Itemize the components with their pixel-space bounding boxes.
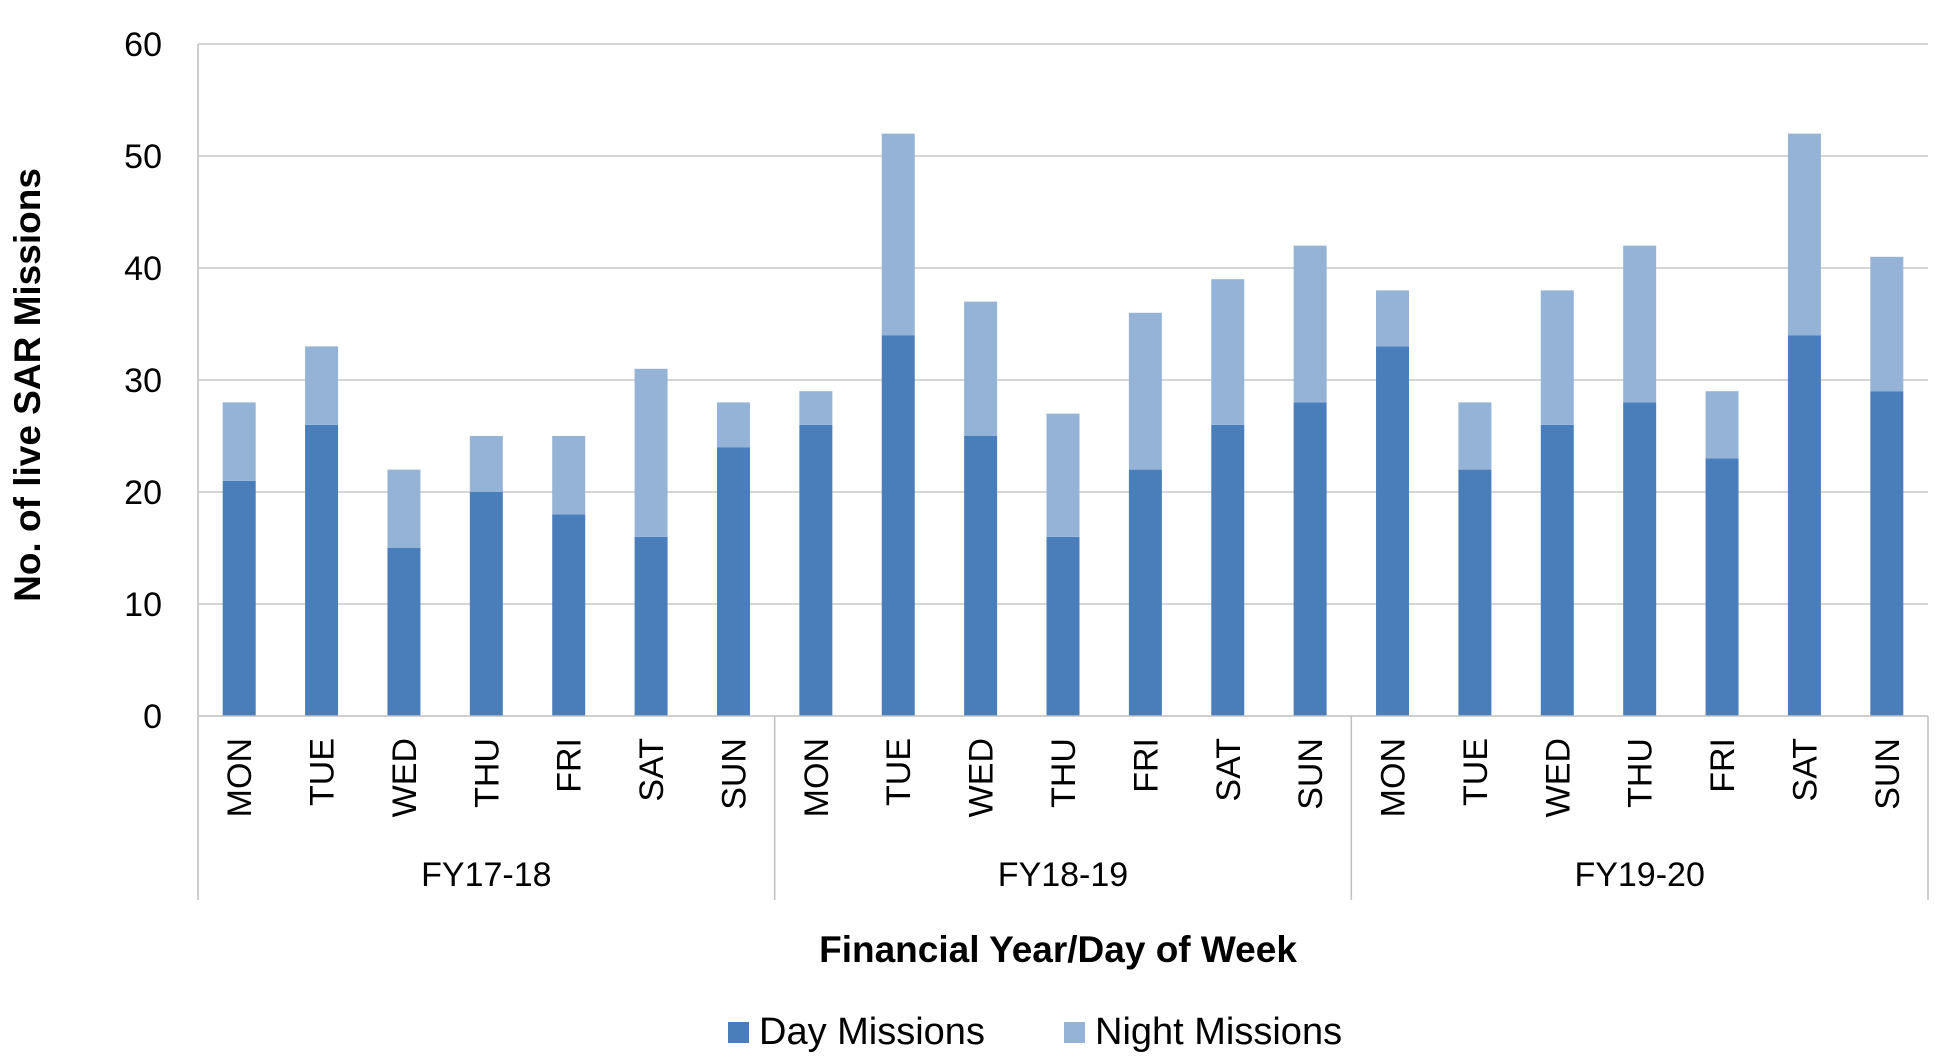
- x-tick-label: MON: [221, 738, 259, 817]
- bar-night-missions: [305, 346, 339, 425]
- bar-day-missions: [881, 335, 915, 716]
- bar-night-missions: [1211, 279, 1245, 425]
- group-label: FY18-19: [998, 856, 1128, 894]
- axes: [197, 44, 1929, 900]
- x-tick-label: SAT: [1210, 738, 1248, 802]
- bar-day-missions: [552, 514, 586, 716]
- x-tick-label: MON: [1375, 738, 1413, 817]
- y-axis-title: No. of live SAR Missions: [7, 168, 48, 602]
- legend-label-day: Day Missions: [759, 1011, 985, 1053]
- x-tick-label: TUE: [1457, 738, 1495, 806]
- x-tick-label: SAT: [1786, 738, 1824, 802]
- bar-night-missions: [881, 133, 915, 336]
- x-tick-label: SUN: [715, 738, 753, 810]
- bar-day-missions: [634, 536, 668, 716]
- bar-day-missions: [716, 447, 750, 716]
- bar-night-missions: [1376, 290, 1410, 347]
- bar-day-missions: [1128, 469, 1162, 716]
- legend-swatch-night: [1064, 1022, 1085, 1043]
- bar-night-missions: [1458, 402, 1492, 470]
- bars: [222, 133, 1904, 716]
- x-tick-label: THU: [468, 738, 506, 808]
- y-tick-label: 60: [124, 26, 162, 64]
- x-axis-title: Financial Year/Day of Week: [819, 929, 1297, 970]
- bar-night-missions: [964, 301, 998, 436]
- x-tick-label: WED: [963, 738, 1001, 817]
- x-tick-label: MON: [798, 738, 836, 817]
- x-tick-label: TUE: [880, 738, 918, 806]
- bar-day-missions: [222, 480, 256, 716]
- bar-day-missions: [387, 548, 421, 716]
- bar-night-missions: [1046, 413, 1080, 537]
- y-tick-label: 20: [124, 474, 162, 512]
- y-tick-label: 0: [143, 698, 162, 736]
- bar-day-missions: [1540, 424, 1574, 716]
- bar-night-missions: [1623, 245, 1657, 403]
- bar-day-missions: [1870, 391, 1904, 716]
- x-tick-label: FRI: [1127, 738, 1165, 793]
- x-tick-label: WED: [1539, 738, 1577, 817]
- bar-day-missions: [305, 424, 339, 716]
- bar-night-missions: [799, 391, 833, 425]
- bar-night-missions: [1787, 133, 1821, 336]
- bar-night-missions: [1293, 245, 1327, 403]
- bar-night-missions: [469, 436, 503, 492]
- bar-day-missions: [469, 492, 503, 716]
- x-tick-label: TUE: [304, 738, 342, 806]
- bar-day-missions: [1705, 458, 1739, 716]
- legend: Day Missions Night Missions: [728, 1011, 1342, 1053]
- bar-night-missions: [634, 368, 668, 537]
- bar-night-missions: [1540, 290, 1574, 425]
- bar-day-missions: [1211, 424, 1245, 716]
- bar-day-missions: [1623, 402, 1657, 716]
- legend-swatch-day: [728, 1022, 749, 1043]
- bar-night-missions: [222, 402, 256, 481]
- y-tick-label: 30: [124, 362, 162, 400]
- bar-night-missions: [552, 436, 586, 515]
- x-tick-label: SUN: [1292, 738, 1330, 810]
- x-tick-label: WED: [386, 738, 424, 817]
- y-tick-label: 40: [124, 250, 162, 288]
- bar-day-missions: [1046, 536, 1080, 716]
- x-tick-label: THU: [1045, 738, 1083, 808]
- bar-day-missions: [1787, 335, 1821, 716]
- bar-night-missions: [1870, 256, 1904, 392]
- bar-day-missions: [799, 424, 833, 716]
- bar-night-missions: [1705, 391, 1739, 459]
- legend-label-night: Night Missions: [1095, 1011, 1342, 1053]
- x-tick-label: THU: [1622, 738, 1660, 808]
- x-tick-label: SAT: [633, 738, 671, 802]
- x-tick-label: SUN: [1869, 738, 1907, 810]
- bar-day-missions: [1376, 346, 1410, 716]
- group-label: FY19-20: [1574, 856, 1704, 894]
- x-tick-label: FRI: [551, 738, 589, 793]
- bar-day-missions: [1458, 469, 1492, 716]
- x-tick-label: FRI: [1704, 738, 1742, 793]
- bar-night-missions: [716, 402, 750, 448]
- bar-night-missions: [1128, 312, 1162, 470]
- bar-day-missions: [1293, 402, 1327, 716]
- group-label: FY17-18: [421, 856, 551, 894]
- y-tick-label: 50: [124, 138, 162, 176]
- bar-night-missions: [387, 469, 421, 548]
- bar-day-missions: [964, 436, 998, 716]
- y-tick-label: 10: [124, 586, 162, 624]
- labels: 0 10 20 30 40 50 60 FY17-18 FY18-19 FY19-20 MON TUE…: [124, 26, 1907, 894]
